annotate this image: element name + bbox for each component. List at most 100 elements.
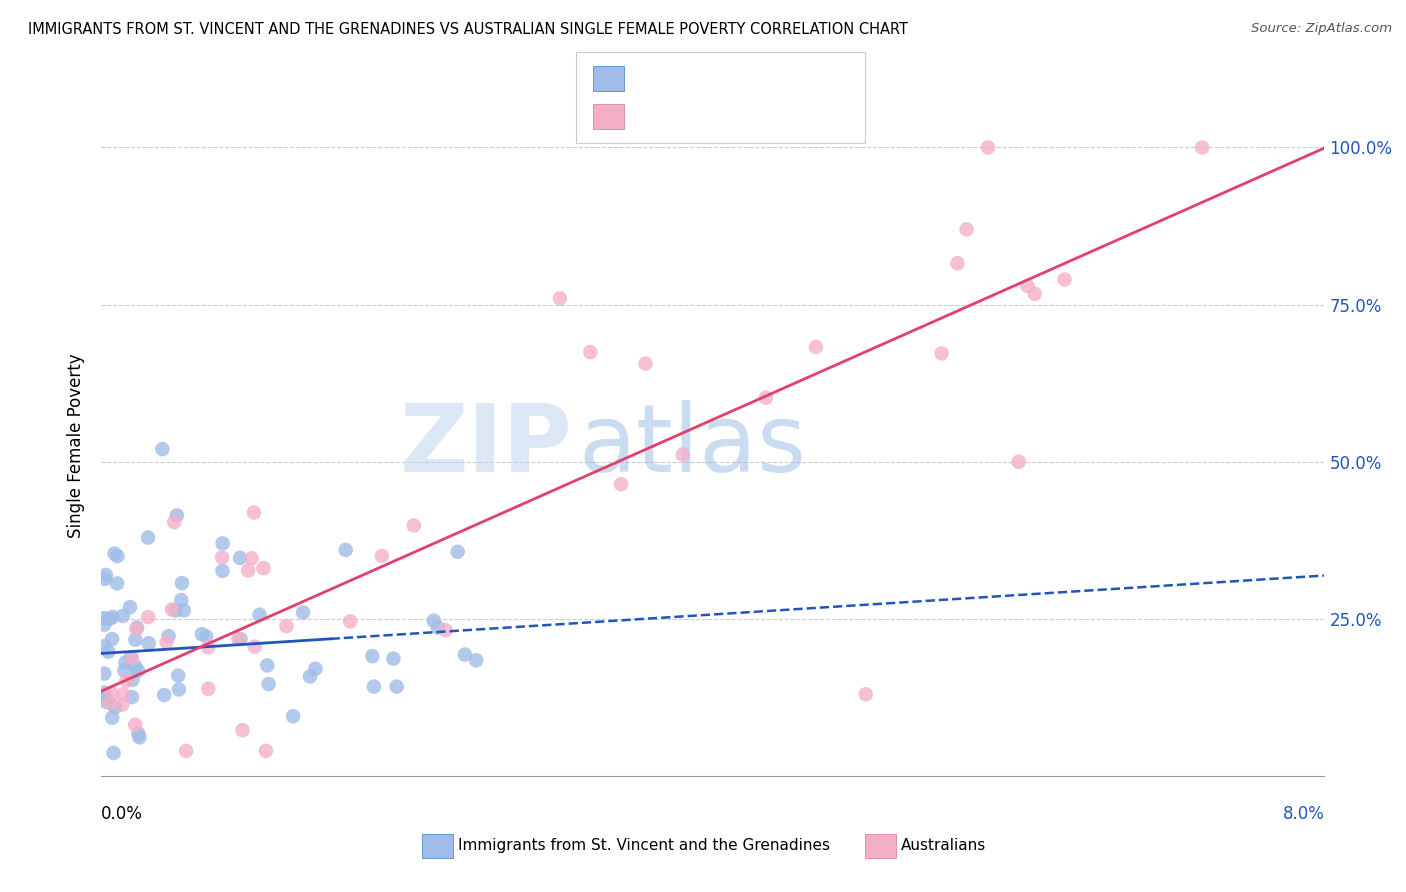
Point <box>240 551 263 566</box>
Point <box>124 659 146 673</box>
Point <box>155 635 177 649</box>
Point <box>931 346 953 360</box>
Point <box>446 545 468 559</box>
Point <box>136 531 159 545</box>
Point <box>855 687 877 701</box>
Point <box>257 677 280 691</box>
Point <box>94 695 117 709</box>
Text: Australians: Australians <box>901 838 987 853</box>
Point <box>153 688 176 702</box>
Point <box>229 550 252 565</box>
Point <box>98 696 121 710</box>
Point <box>956 222 979 236</box>
Point <box>120 650 142 665</box>
Point <box>256 658 278 673</box>
Point <box>339 615 361 629</box>
Point <box>111 698 134 712</box>
Point <box>125 621 148 635</box>
Point <box>197 681 219 696</box>
Point <box>166 508 188 523</box>
Point <box>101 632 124 646</box>
Point <box>191 627 214 641</box>
Point <box>299 669 322 683</box>
Y-axis label: Single Female Poverty: Single Female Poverty <box>67 354 86 538</box>
Point <box>211 536 233 550</box>
Point <box>254 744 277 758</box>
Point <box>1008 455 1031 469</box>
Point <box>454 648 477 662</box>
Point <box>579 345 602 359</box>
Point <box>1024 286 1046 301</box>
Point <box>434 624 457 638</box>
Point <box>97 645 120 659</box>
Point <box>121 650 143 665</box>
Text: R =: R = <box>634 70 671 87</box>
Point <box>93 685 115 699</box>
Point <box>94 572 117 586</box>
Point <box>112 687 135 701</box>
Point <box>804 340 827 354</box>
Point <box>548 291 571 305</box>
Point <box>115 673 138 688</box>
Point <box>104 547 127 561</box>
Text: 67: 67 <box>765 70 787 87</box>
Point <box>101 687 124 701</box>
Point <box>112 664 135 678</box>
Text: Source: ZipAtlas.com: Source: ZipAtlas.com <box>1251 22 1392 36</box>
Text: 0.0%: 0.0% <box>101 805 143 822</box>
Point <box>363 680 385 694</box>
Point <box>281 709 304 723</box>
Point <box>114 656 136 670</box>
Point <box>402 518 425 533</box>
Point <box>361 649 384 664</box>
Point <box>107 549 129 563</box>
Point <box>128 731 150 745</box>
Text: N =: N = <box>723 70 770 87</box>
Point <box>157 629 180 643</box>
Point <box>93 666 115 681</box>
Point <box>610 477 633 491</box>
Text: 0.158: 0.158 <box>676 70 728 87</box>
Point <box>276 619 298 633</box>
Point <box>103 746 125 760</box>
Point <box>163 515 186 529</box>
Point <box>167 682 190 697</box>
Point <box>124 717 146 731</box>
Text: ZIP: ZIP <box>399 400 572 492</box>
Point <box>252 561 274 575</box>
Point <box>93 639 115 653</box>
Point <box>127 664 149 678</box>
Point <box>111 608 134 623</box>
Point <box>121 690 143 704</box>
Text: R =: R = <box>634 107 671 125</box>
Point <box>228 632 250 646</box>
Point <box>165 603 187 617</box>
Point <box>195 629 218 643</box>
Text: atlas: atlas <box>578 400 807 492</box>
Point <box>197 640 219 655</box>
Text: N =: N = <box>723 107 770 125</box>
Point <box>121 673 143 687</box>
Point <box>634 357 657 371</box>
Text: 8.0%: 8.0% <box>1282 805 1324 822</box>
Text: IMMIGRANTS FROM ST. VINCENT AND THE GRENADINES VS AUSTRALIAN SINGLE FEMALE POVER: IMMIGRANTS FROM ST. VINCENT AND THE GREN… <box>28 22 908 37</box>
Point <box>382 651 405 665</box>
Point <box>1191 140 1213 154</box>
Point <box>127 726 149 740</box>
Point <box>672 448 695 462</box>
Point <box>1053 272 1076 286</box>
Point <box>232 723 254 738</box>
Point <box>167 668 190 682</box>
Point <box>174 744 197 758</box>
Point <box>118 600 141 615</box>
Point <box>124 632 146 647</box>
Point <box>335 542 357 557</box>
Point <box>138 636 160 650</box>
Point <box>170 576 193 591</box>
Point <box>101 711 124 725</box>
Point <box>101 610 124 624</box>
Point <box>385 680 408 694</box>
Point <box>125 622 148 636</box>
Text: Immigrants from St. Vincent and the Grenadines: Immigrants from St. Vincent and the Gren… <box>458 838 831 853</box>
Point <box>93 617 115 632</box>
